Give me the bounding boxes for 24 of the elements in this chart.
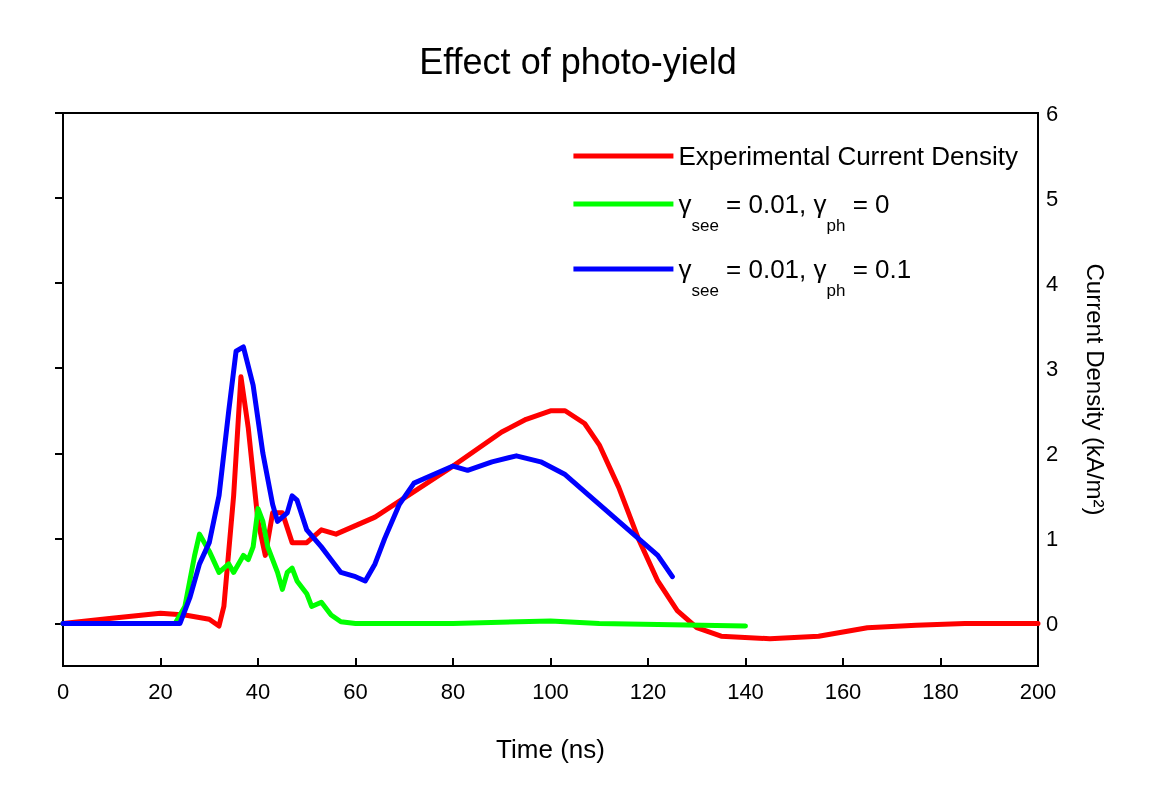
x-tick-label: 200 — [1019, 678, 1057, 704]
x-tick-label: 100 — [532, 678, 569, 704]
x-tick-label: 0 — [56, 678, 70, 704]
y-tick-label: 2 — [1046, 440, 1059, 466]
legend-label: Experimental Current Density — [678, 141, 1018, 171]
chart-title: Effect of photo-yield — [419, 40, 737, 82]
x-tick-label: 160 — [824, 678, 862, 704]
legend-label: γsee = 0.01, γph = 0 — [678, 189, 890, 235]
y-axis-title: Current Density (kA/m²) — [1081, 263, 1109, 516]
y-tick-label: 4 — [1046, 270, 1059, 296]
x-tick-label: 180 — [922, 678, 959, 704]
x-tick-label: 120 — [629, 678, 667, 704]
x-tick-label: 60 — [343, 678, 368, 704]
legend-label: γsee = 0.01, γph = 0.1 — [678, 254, 912, 300]
x-tick-label: 20 — [148, 678, 173, 704]
y-tick-label: 3 — [1046, 355, 1059, 381]
x-tick-label: 80 — [440, 678, 466, 704]
y-tick-label: 5 — [1046, 185, 1059, 211]
x-axis-title: Time (ns) — [496, 734, 605, 764]
y-tick-label: 1 — [1046, 525, 1059, 551]
y-tick-label: 6 — [1046, 100, 1059, 126]
x-tick-label: 140 — [727, 678, 764, 704]
y-tick-label: 0 — [1046, 610, 1059, 636]
x-tick-label: 40 — [245, 678, 271, 704]
